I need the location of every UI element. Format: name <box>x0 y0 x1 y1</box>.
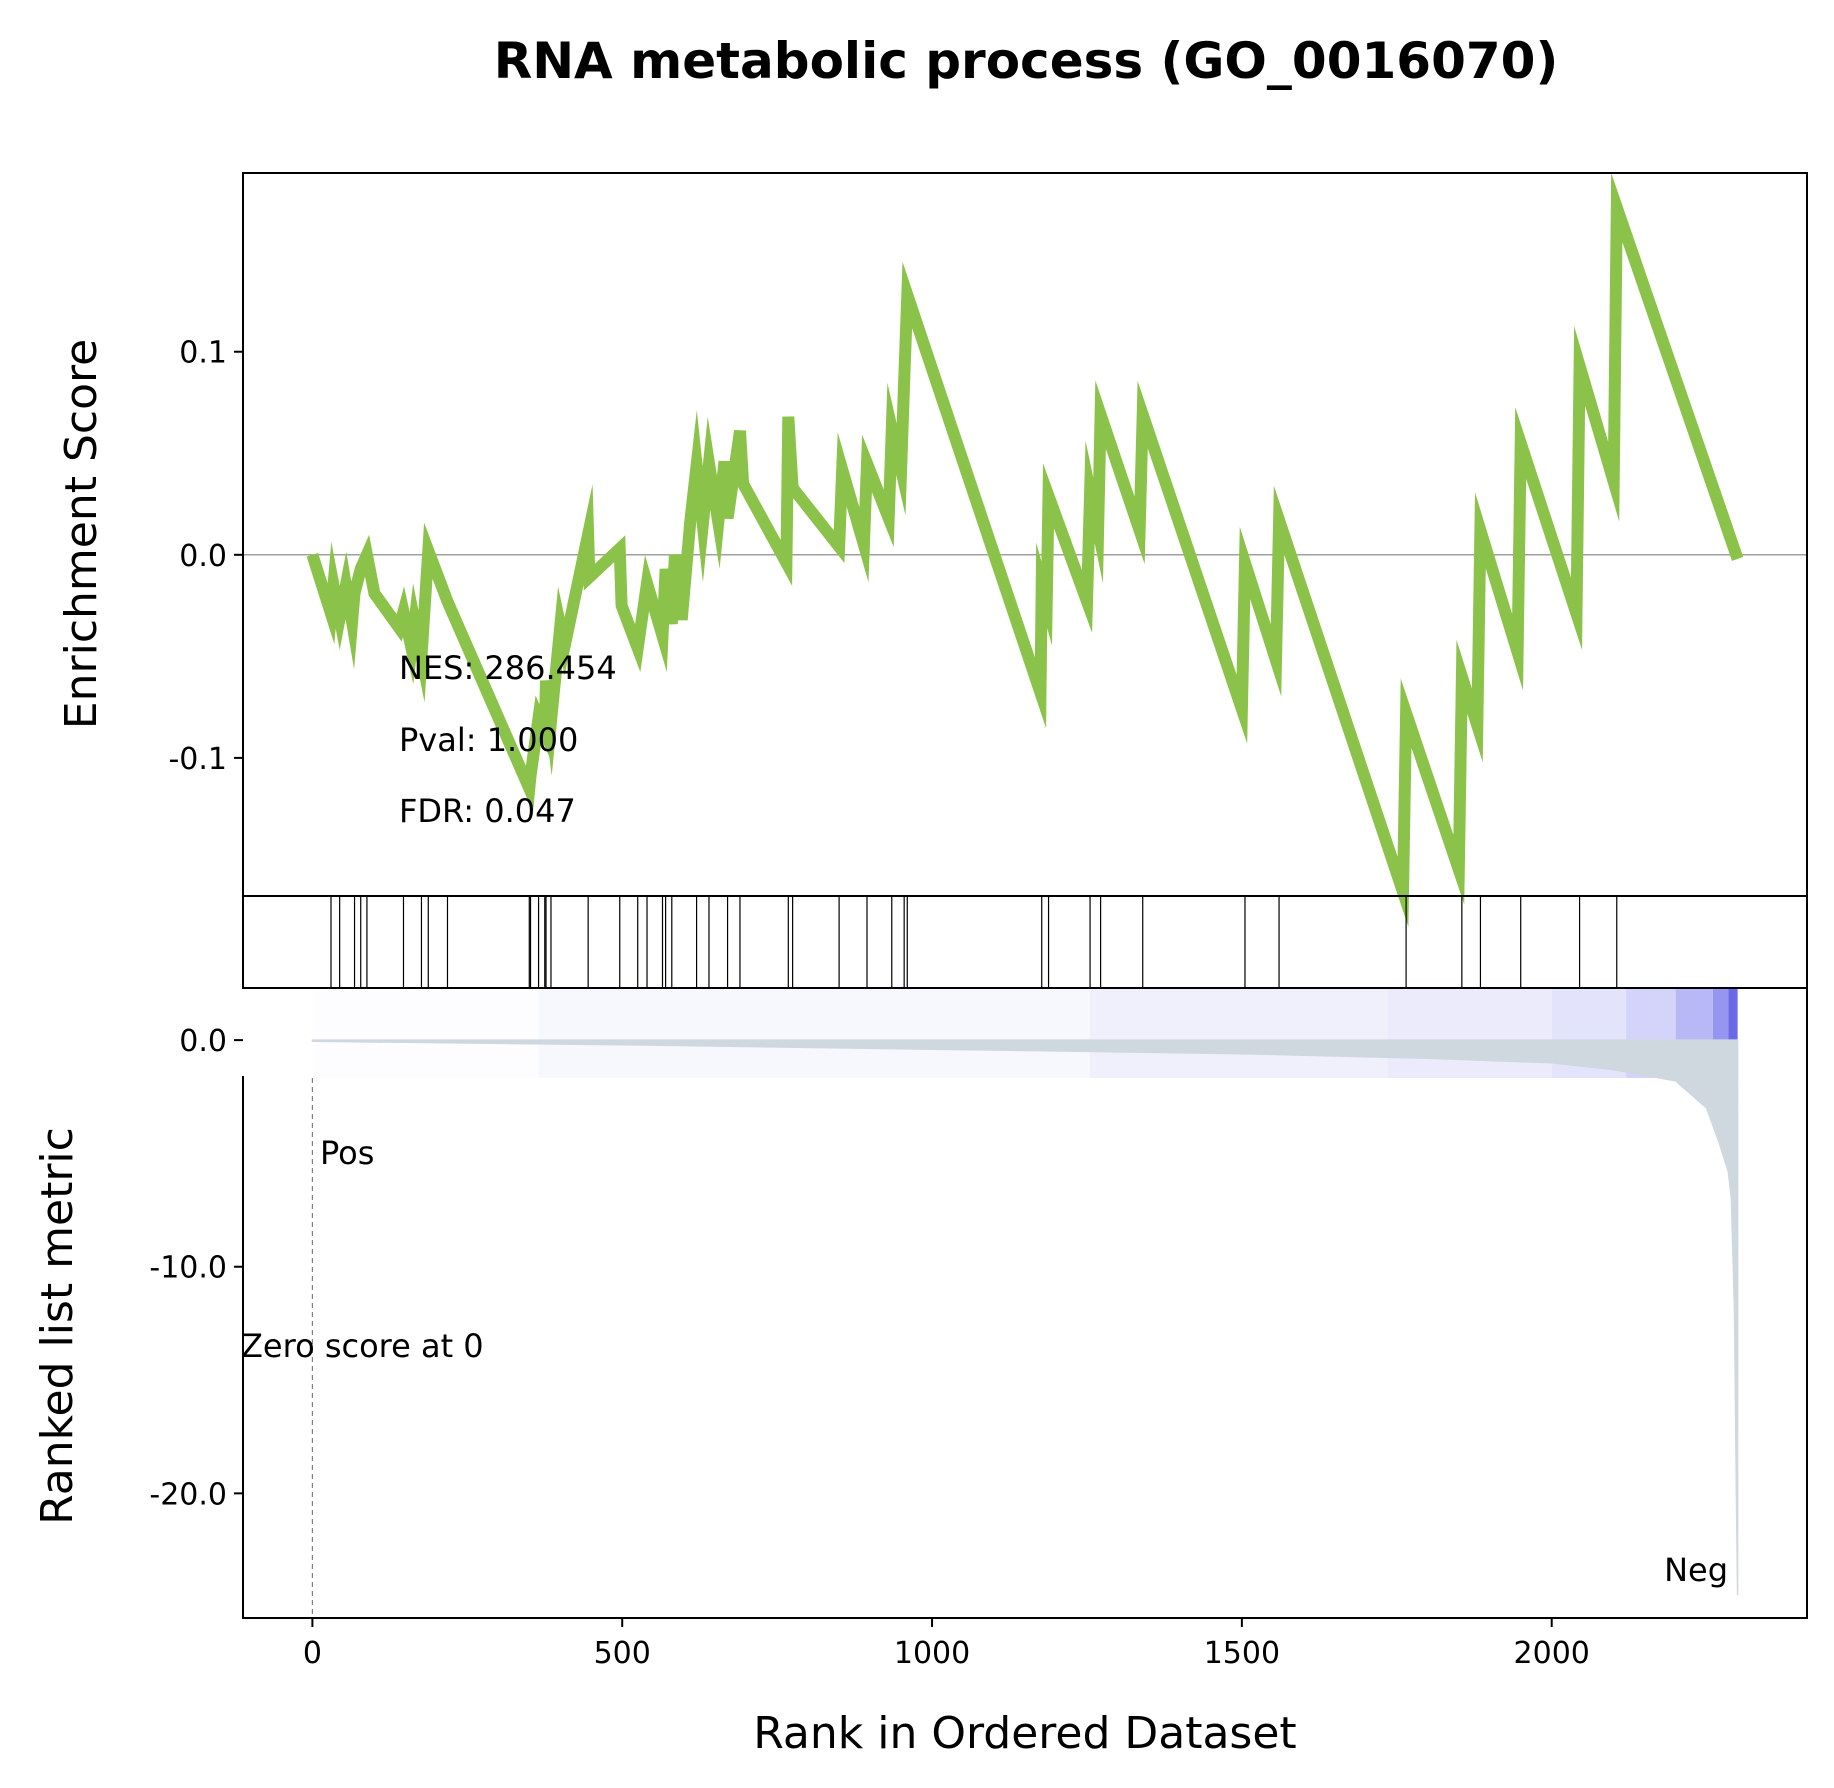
pval-stat: Pval: 1.000 <box>399 721 578 759</box>
pos-label: Pos <box>320 1134 374 1172</box>
fdr-stat: FDR: 0.047 <box>399 792 576 830</box>
ranked-metric-area <box>311 1039 1739 1596</box>
neg-label: Neg <box>1664 1551 1728 1589</box>
es-y-axis: 0.1 0.0 -0.1 <box>168 336 243 777</box>
es-y-tick-label: 0.1 <box>179 336 227 371</box>
rank-panel-frame <box>242 987 1808 1619</box>
heat-bar-segment <box>1387 988 1552 1078</box>
x-tick-label: 0 <box>303 1636 322 1671</box>
rank-y-tick-label: 0.0 <box>179 1024 227 1059</box>
x-tick-label: 500 <box>594 1636 651 1671</box>
heat-bar-segment <box>1090 988 1388 1078</box>
x-tick-label: 2000 <box>1514 1636 1590 1671</box>
heat-bar-segment <box>1728 988 1738 1078</box>
x-axis: 0 500 1000 1500 2000 <box>303 1618 1590 1671</box>
rank-heat-bar <box>312 988 1738 1078</box>
es-panel: 0.1 0.0 -0.1 Enrichment Score NES: 286.454… <box>56 172 1808 928</box>
rank-y-tick-label: -10.0 <box>149 1251 227 1286</box>
nes-stat: NES: 286.454 <box>399 649 617 687</box>
es-curve <box>306 172 1744 928</box>
x-tick-label: 1500 <box>1204 1636 1280 1671</box>
rank-panel: 0.0 -10.0 -20.0 0 500 1000 1500 2000 Ranked li… <box>32 987 1808 1671</box>
es-y-tick-label: -0.1 <box>168 742 227 777</box>
rank-y-tick-label: -20.0 <box>149 1477 227 1512</box>
rank-y-axis: 0.0 -10.0 -20.0 <box>149 1024 243 1512</box>
x-tick-label: 1000 <box>894 1636 970 1671</box>
hit-markers <box>330 896 1618 988</box>
x-axis-label: Rank in Ordered Dataset <box>753 1708 1296 1759</box>
hits-panel <box>242 895 1808 989</box>
es-y-label: Enrichment Score <box>56 339 107 729</box>
es-y-tick-label: 0.0 <box>179 539 227 574</box>
heat-bar-segment <box>538 988 1091 1078</box>
heat-bar-segment <box>312 988 539 1078</box>
chart-title: RNA metabolic process (GO_0016070) <box>494 32 1559 90</box>
zero-score-label: Zero score at 0 <box>241 1327 484 1365</box>
hits-panel-frame <box>242 895 1808 989</box>
rank-y-label: Ranked list metric <box>32 1127 83 1525</box>
